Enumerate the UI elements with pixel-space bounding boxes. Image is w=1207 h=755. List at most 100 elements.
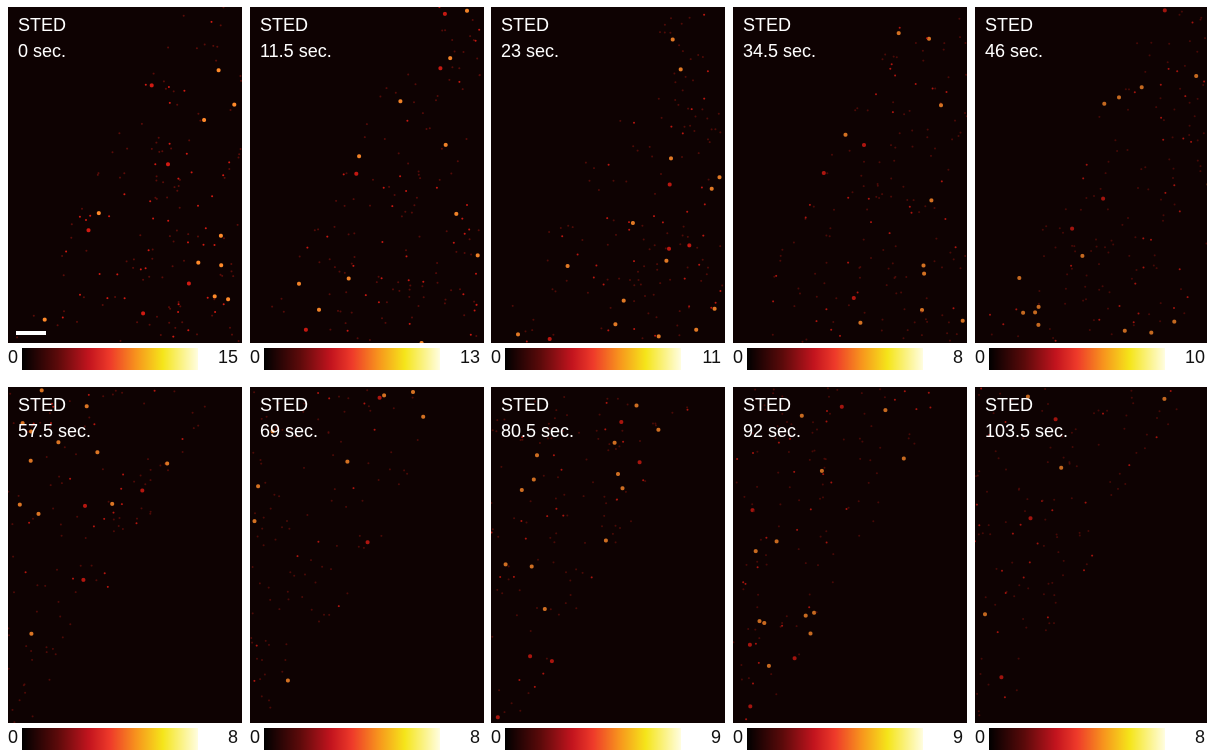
speckle	[809, 632, 813, 636]
speckle	[1160, 84, 1162, 86]
speckle	[867, 109, 869, 111]
speckle	[1176, 408, 1178, 410]
speckle	[1082, 177, 1084, 179]
speckle	[966, 115, 967, 117]
speckle	[899, 27, 901, 29]
speckle	[1070, 227, 1074, 231]
speckle	[165, 88, 167, 90]
speckle	[165, 462, 169, 466]
speckle	[926, 297, 928, 299]
speckle	[283, 311, 285, 313]
speckle	[958, 135, 960, 137]
speckle	[405, 190, 407, 192]
speckle	[469, 35, 471, 37]
speckle	[357, 337, 359, 339]
colorbar	[989, 728, 1165, 750]
speckle	[119, 517, 121, 519]
speckle	[1149, 331, 1153, 335]
speckle	[924, 205, 926, 207]
speckle	[619, 527, 621, 529]
speckle	[633, 122, 635, 124]
speckle	[95, 579, 97, 581]
speckle	[552, 334, 554, 336]
speckle	[252, 452, 254, 454]
speckle	[217, 68, 221, 72]
speckle	[384, 138, 386, 140]
speckle	[817, 564, 819, 566]
speckle	[890, 178, 892, 180]
speckle	[25, 571, 27, 573]
speckle	[97, 211, 101, 215]
speckle	[748, 677, 750, 679]
speckle	[1110, 494, 1112, 496]
speckle	[1105, 172, 1107, 174]
speckle	[289, 571, 291, 573]
speckle	[616, 499, 618, 501]
speckle	[1050, 447, 1052, 449]
speckle	[124, 297, 126, 299]
speckle	[1121, 224, 1123, 226]
speckle	[263, 544, 265, 546]
colorbar-max: 9	[711, 727, 721, 748]
speckle	[1042, 229, 1044, 231]
speckle	[334, 488, 336, 490]
speckle	[323, 614, 325, 616]
speckle	[625, 181, 627, 183]
speckle	[239, 75, 241, 77]
speckle	[929, 198, 933, 202]
colorbar-min: 0	[8, 727, 18, 748]
speckle	[721, 285, 723, 287]
speckle	[926, 136, 928, 138]
speckle	[683, 226, 685, 228]
speckle	[741, 679, 743, 681]
speckle	[93, 423, 95, 425]
speckle	[669, 279, 671, 281]
speckle	[222, 174, 224, 176]
speckle	[706, 118, 708, 120]
speckle	[659, 282, 661, 284]
speckle	[601, 525, 603, 527]
speckle	[877, 501, 879, 503]
speckle	[1111, 333, 1113, 335]
speckle	[199, 120, 201, 122]
colorbar-max: 9	[953, 727, 963, 748]
speckle	[1134, 236, 1136, 238]
speckle	[676, 325, 678, 327]
speckle	[543, 607, 547, 611]
speckle	[652, 423, 654, 425]
microscopy-image: STED103.5 sec.	[975, 387, 1207, 723]
speckle	[642, 479, 644, 481]
speckle	[1143, 267, 1145, 269]
speckle	[462, 88, 464, 90]
speckle	[1005, 521, 1007, 523]
speckle	[70, 237, 72, 239]
speckle	[978, 533, 980, 535]
speckle	[1111, 240, 1113, 242]
speckle	[204, 44, 206, 46]
speckle	[846, 508, 848, 510]
speckle	[1189, 40, 1191, 42]
speckle	[1029, 516, 1033, 520]
speckle	[995, 450, 997, 452]
speckle	[1114, 139, 1116, 141]
speckle	[156, 175, 158, 177]
speckle	[390, 451, 392, 453]
speckle	[814, 450, 816, 452]
speckle	[212, 45, 214, 47]
speckle	[1200, 19, 1202, 21]
speckle	[1203, 132, 1205, 134]
speckle	[1168, 43, 1170, 45]
speckle	[238, 157, 240, 159]
speckle	[451, 66, 453, 68]
speckle	[25, 645, 27, 647]
speckle	[259, 678, 261, 680]
speckle	[685, 76, 687, 78]
speckle	[407, 163, 409, 165]
speckle	[1073, 245, 1075, 247]
speckle	[369, 205, 371, 207]
speckle	[329, 258, 331, 260]
speckle	[344, 272, 346, 274]
speckle	[637, 150, 639, 152]
speckle	[230, 109, 232, 111]
speckle	[63, 274, 65, 276]
